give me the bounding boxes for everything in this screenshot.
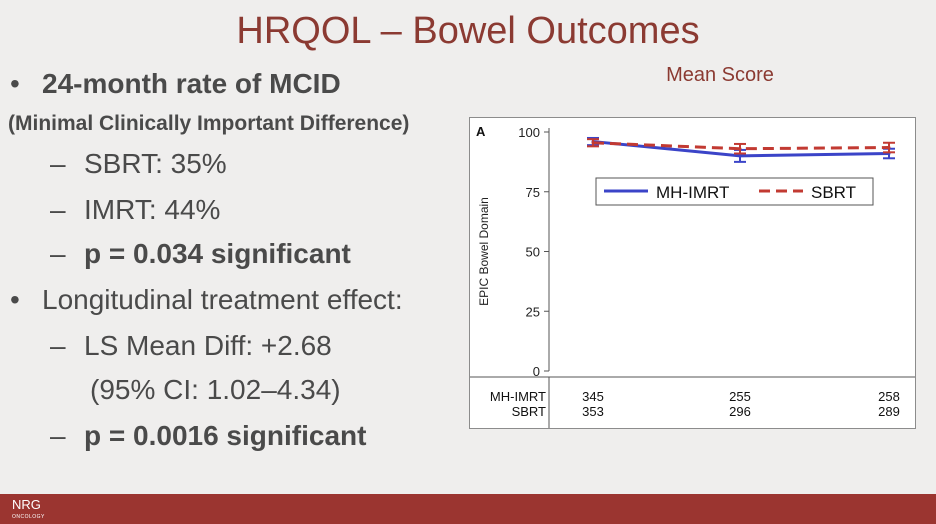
footer-bar: NRG ONCOLOGY (0, 494, 936, 524)
risk-count: 345 (582, 389, 604, 404)
p-value-mcid: p = 0.034 significant (84, 238, 351, 269)
risk-row-label: MH-IMRT (490, 389, 546, 404)
y-axis-label: EPIC Bowel Domain (477, 197, 491, 306)
chart-panel: A 0 25 50 75 100 EPIC Bowel Domain MH-IMRT SBRT M… (469, 117, 916, 429)
risk-count: 289 (878, 404, 900, 419)
slide-title: HRQOL – Bowel Outcomes (236, 10, 700, 52)
dash-marker: – (50, 330, 66, 361)
logo-subtext: ONCOLOGY (12, 514, 45, 520)
bullet-marker: • (10, 284, 20, 315)
bullet-marker: • (10, 68, 20, 99)
data-point (591, 141, 595, 145)
risk-count: 353 (582, 404, 604, 419)
y-tick-label: 75 (526, 185, 540, 200)
bullet-mcid-definition: (Minimal Clinically Important Difference… (8, 112, 410, 135)
legend-box (595, 177, 874, 206)
dash-marker: – (50, 148, 66, 179)
data-point (738, 147, 742, 151)
legend-label-sbrt: SBRT (811, 183, 856, 202)
confidence-interval: (95% CI: 1.02–4.34) (90, 374, 341, 405)
ls-mean-diff: LS Mean Diff: +2.68 (84, 330, 332, 361)
y-tick-label: 50 (526, 245, 540, 260)
y-tick-label: 0 (533, 364, 540, 379)
series-line-sbrt (592, 141, 890, 151)
risk-count: 258 (878, 389, 900, 404)
risk-row-label: SBRT (512, 404, 546, 419)
dash-marker: – (50, 238, 66, 269)
mean-score-label: Mean Score (666, 64, 774, 86)
imrt-rate: IMRT: 44% (84, 194, 221, 225)
logo-text: NRG (12, 497, 41, 512)
risk-count: 296 (729, 404, 751, 419)
risk-count: 255 (729, 389, 751, 404)
data-point (887, 146, 891, 150)
bullet-mcid: 24-month rate of MCID (42, 68, 341, 99)
bullet-longitudinal: Longitudinal treatment effect: (42, 284, 403, 315)
panel-label: A (476, 124, 486, 139)
bullet-list: • 24-month rate of MCID (Minimal Clinica… (0, 0, 470, 470)
sbrt-rate: SBRT: 35% (84, 148, 227, 179)
y-tick-label: 25 (526, 304, 540, 319)
legend-label-mh-imrt: MH-IMRT (656, 183, 729, 202)
dash-marker: – (50, 194, 66, 225)
nrg-oncology-logo: NRG ONCOLOGY (12, 498, 45, 524)
p-value-longitudinal: p = 0.0016 significant (84, 420, 367, 451)
data-point (738, 154, 742, 158)
y-tick-label: 100 (518, 125, 540, 140)
dash-marker: – (50, 420, 66, 451)
